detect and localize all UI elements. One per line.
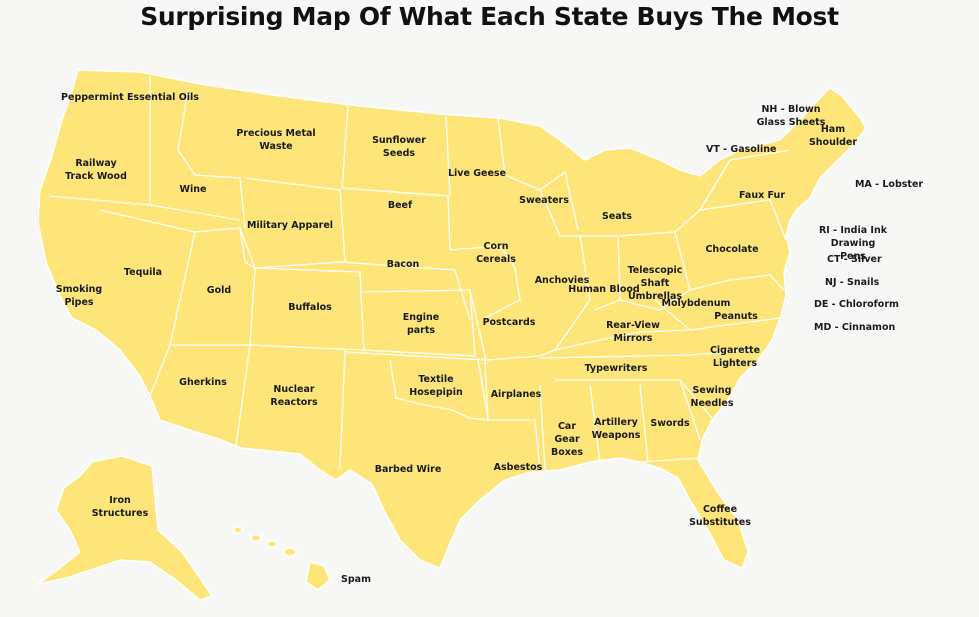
state-borders: [49, 76, 791, 471]
state-label-az: Gherkins: [179, 377, 227, 388]
state-label-hi: Spam: [341, 574, 371, 585]
side-label-vt: VT - Gasoline: [706, 144, 777, 155]
state-label-fl: Coffee Substitutes: [689, 504, 751, 528]
state-label-wi: Sweaters: [519, 195, 569, 206]
state-label-ca: Smoking Pipes: [55, 284, 103, 308]
state-label-va: Peanuts: [714, 311, 758, 322]
side-label-nh: NH - Blown Glass Sheets: [756, 104, 826, 128]
state-label-ak: Iron Structures: [91, 495, 149, 519]
contiguous-us-shape: [37, 69, 867, 569]
alaska-shape: [37, 455, 213, 601]
state-label-nc: Cigarette Lighters: [709, 345, 761, 369]
side-label-de: DE - Chloroform: [814, 299, 899, 310]
hawaii-shapes: [233, 526, 331, 591]
state-label-mo: Postcards: [482, 317, 536, 328]
side-label-ct: CT - Silver: [827, 254, 882, 265]
map-title: Surprising Map Of What Each State Buys T…: [140, 2, 839, 31]
state-label-tn: Typewriters: [584, 363, 648, 374]
state-label-mn: Live Geese: [447, 168, 507, 179]
state-label-nm: Nuclear Reactors: [270, 384, 318, 408]
state-label-ne: Bacon: [386, 259, 420, 270]
state-label-sc: Sewing Needles: [690, 385, 734, 409]
side-label-nj: NJ - Snails: [825, 277, 880, 288]
state-label-or: Railway Track Wood: [65, 158, 127, 182]
state-label-in: Human Blood: [568, 284, 640, 295]
side-label-ma: MA - Lobster: [855, 179, 924, 190]
state-label-ar: Airplanes: [490, 389, 542, 400]
state-label-nv: Tequila: [123, 267, 163, 278]
state-label-mt: Precious Metal Waste: [236, 128, 316, 152]
state-label-ga: Swords: [650, 418, 690, 429]
state-label-ut: Gold: [206, 285, 232, 296]
state-label-oh: Telescopic Shaft Umbrellas: [627, 265, 683, 302]
state-label-ms: Car Gear Boxes: [551, 421, 583, 458]
state-label-ia: Corn Cereals: [476, 241, 516, 265]
state-label-ok: Textile Hosepipin: [409, 374, 463, 398]
state-label-tx: Barbed Wire: [374, 464, 442, 475]
state-label-ky: Rear-View Mirrors: [606, 320, 660, 344]
side-label-ri: RI - India Ink Drawing Pens: [818, 225, 888, 262]
state-label-sd: Beef: [387, 200, 413, 211]
side-label-md: MD - Cinnamon: [814, 322, 896, 333]
state-label-mi: Seats: [602, 211, 632, 222]
state-label-ks: Engine parts: [402, 312, 440, 336]
state-label-wa: Peppermint Essential Oils: [61, 92, 199, 103]
state-label-me: Ham Shoulder: [808, 124, 858, 148]
state-label-co: Buffalos: [288, 302, 332, 313]
state-label-al: Artillery Weapons: [591, 417, 641, 441]
state-label-nd: Sunflower Seeds: [372, 135, 426, 159]
state-label-la: Asbestos: [493, 462, 543, 473]
state-label-wy: Military Apparel: [246, 220, 334, 231]
state-label-wv: Molybdenum: [661, 298, 731, 309]
state-label-pa: Chocolate: [705, 244, 759, 255]
state-label-il: Anchovies: [534, 275, 590, 286]
state-label-id: Wine: [179, 184, 207, 195]
state-label-ny: Faux Fur: [738, 190, 786, 201]
